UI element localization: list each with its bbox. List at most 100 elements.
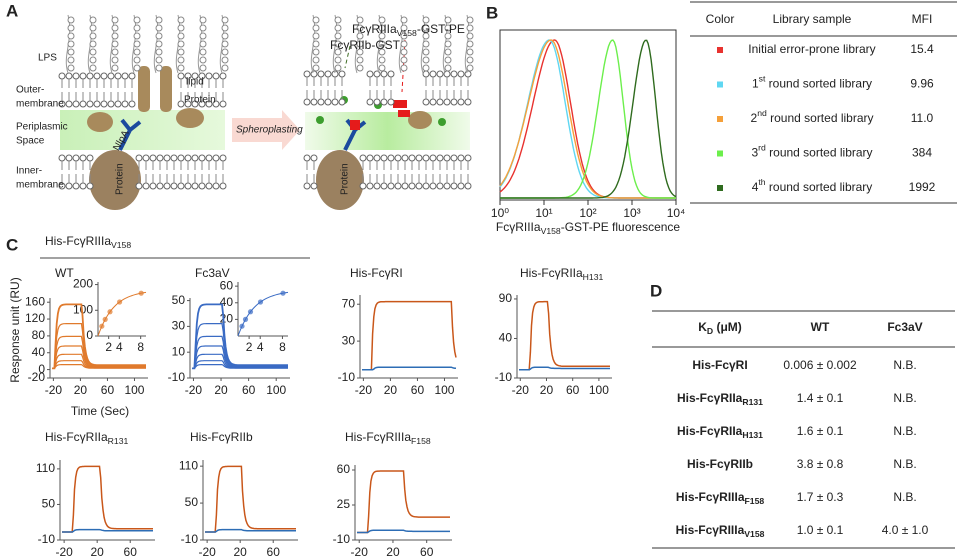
table-cell-part: round sorted library [766,146,873,160]
lps-sugar [111,24,119,32]
porin [160,66,172,112]
table-header-part: (μM) [713,320,742,334]
lipid-head [436,154,444,162]
lipid-head [338,70,346,78]
lps-sugar [400,64,408,72]
lps-sugar [356,16,364,24]
lps-sugar [334,40,342,48]
lipid-head [408,182,416,190]
periplasm [305,112,470,150]
lipid-head [366,98,374,106]
lipid-head [366,154,374,162]
sensorgram [62,465,153,533]
label: Periplasmic [16,122,68,133]
lipid-head [422,154,430,162]
x-axis-label-part: -GST-PE fluorescence [561,220,681,234]
label: lipid [186,77,204,88]
x-axis-label: FcγRIIIaV158-GST-PE fluorescence [496,220,681,236]
lps-sugar [133,56,141,64]
table-cell: His-FcγRIIIaV158 [676,523,765,539]
lipid-head [184,154,192,162]
lps-sugar [89,64,97,72]
lipid-head [429,182,437,190]
lipid-head [422,98,430,106]
lipid-head [373,98,381,106]
lipid-head [219,100,227,108]
lipid-head [380,154,388,162]
label: Protein [340,163,351,195]
x-tick-label: 100 [266,383,286,397]
lps-sugar [444,16,452,24]
lps-sugar [89,40,97,48]
lps-sugar [111,64,119,72]
lipid-head [128,72,136,80]
label: membrane [16,180,64,191]
x-tick-label: 4 [257,340,264,354]
lipid-head [79,72,87,80]
lps-sugar [221,48,229,56]
lps-sugar [221,24,229,32]
sensorgram [192,303,288,370]
table-cell: 3rd round sorted library [751,143,872,160]
y-tick-label: 160 [25,294,45,308]
lipid-head [219,154,227,162]
x-tick-label: -20 [355,383,373,397]
antibody [118,118,142,151]
table-cell: 1.7 ± 0.3 [797,490,844,504]
label: LPS [38,53,57,64]
lps-sugar [177,56,185,64]
table-cell: 15.4 [910,42,934,56]
y-tick-label: 50 [172,293,186,307]
x-tick-label: 20 [233,545,247,559]
x-tick-label: -20 [512,383,530,397]
lps-sugar [67,48,75,56]
lipid-head [457,154,465,162]
y-tick-label: 70 [342,296,356,310]
lipid-head [107,100,115,108]
table-cell: His-FcγRI [692,358,747,372]
lipid-head [380,182,388,190]
lps-sugar [221,40,229,48]
x-tick-label: 10⁴ [667,206,686,220]
table-cell-part: V158 [744,529,764,539]
lps-sugar [155,40,163,48]
panel-letter: C [6,235,18,254]
histogram [499,39,676,199]
lps-sugar [356,32,364,40]
lps-sugar [199,56,207,64]
table-cell-part: round sorted library [765,77,872,91]
lps-sugar [466,24,474,32]
arrow [344,45,351,69]
x-tick-label: 10² [579,206,596,220]
table-cell-part: Initial error-prone library [748,42,875,56]
sensorgram [52,335,146,369]
lps-sugar [312,56,320,64]
lipid-head [121,72,129,80]
inset-point [242,316,249,322]
probe [438,118,446,126]
chart-title: His-FcγRI [350,266,403,280]
sensorgram [192,364,288,369]
y-tick-label: 60 [337,462,351,476]
chart-title-part: His-FcγRIIIa [345,430,411,444]
sensorgram [192,335,288,369]
table-cell: 0.006 ± 0.002 [783,358,857,372]
lps-sugar [444,24,452,32]
inset-point [107,309,113,315]
lps-sugar [422,56,430,64]
table-cell-part: 1 [752,77,759,91]
histogram [500,39,676,199]
y-tick-label: 0 [86,328,93,342]
y-tick-label: 40 [32,345,46,359]
label: Spheroplasting [236,125,303,136]
lps-sugar [221,64,229,72]
table-cell: 4th round sorted library [752,177,873,194]
inset-point [247,309,254,315]
y-tick-label: 40 [499,331,513,345]
label: Outer- [16,85,44,96]
probe [350,120,360,130]
lipid-head [317,70,325,78]
x-tick-label: 60 [566,383,580,397]
lps-sugar [378,24,386,32]
